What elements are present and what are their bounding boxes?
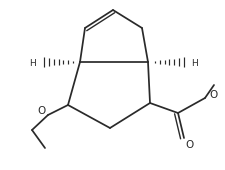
Text: O: O bbox=[185, 140, 193, 150]
Text: O: O bbox=[208, 90, 216, 100]
Text: H: H bbox=[29, 58, 36, 67]
Text: O: O bbox=[38, 106, 46, 116]
Text: H: H bbox=[191, 58, 198, 67]
